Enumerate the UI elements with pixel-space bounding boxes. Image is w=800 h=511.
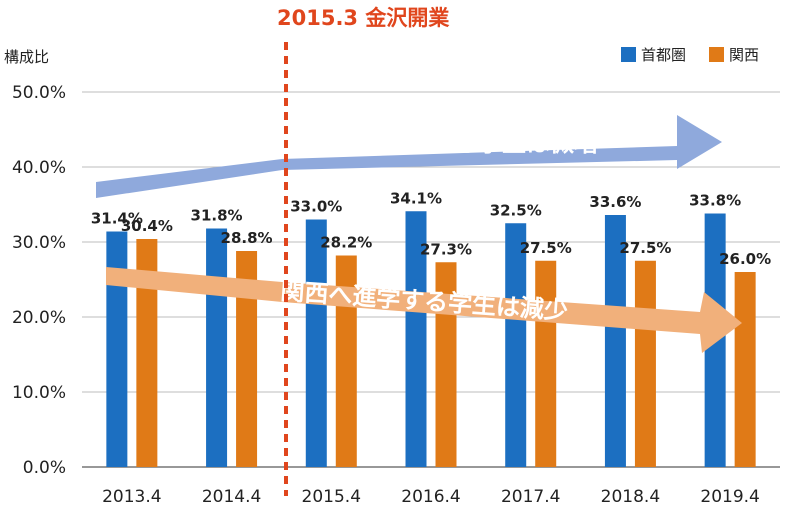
x-tick-label: 2013.4 [102, 487, 161, 507]
y-tick-label: 20.0% [12, 308, 66, 328]
capital-trend-arrow [96, 115, 722, 198]
bar-kansai [236, 251, 258, 467]
data-label-capital: 31.4% [91, 210, 143, 228]
data-label-capital: 32.5% [490, 201, 542, 219]
y-tick-label: 50.0% [12, 83, 66, 103]
x-tick-label: 2016.4 [401, 487, 460, 507]
bar-capital [206, 228, 228, 467]
bar-capital [505, 223, 527, 467]
legend-swatch-capital [621, 47, 636, 62]
legend: 首都圏 関西 [621, 46, 759, 64]
data-label-kansai: 27.5% [619, 239, 671, 257]
y-axis-label: 構成比 [4, 48, 49, 66]
x-tick-label: 2017.4 [501, 487, 560, 507]
legend-label-capital: 首都圏 [641, 46, 686, 64]
bar-capital [405, 211, 427, 467]
data-label-kansai: 30.4% [121, 217, 173, 235]
legend-label-kansai: 関西 [729, 46, 759, 64]
event-label: 2015.3 金沢開業 [277, 6, 450, 30]
bar-kansai [634, 260, 656, 467]
bar-kansai [136, 239, 158, 467]
legend-swatch-kansai [709, 47, 724, 62]
y-tick-label: 0.0% [23, 458, 66, 478]
data-label-capital: 33.8% [689, 192, 741, 210]
x-tick-label: 2015.4 [302, 487, 361, 507]
bar-capital [305, 219, 327, 467]
bar-kansai [335, 255, 357, 467]
bar-capital [106, 231, 128, 467]
kansai-trend-arrow [106, 267, 742, 353]
bar-kansai [535, 260, 557, 467]
x-tick-label: 2019.4 [700, 487, 759, 507]
data-label-capital: 34.1% [390, 189, 442, 207]
bar-capital [604, 215, 626, 467]
x-tick-label: 2018.4 [601, 487, 660, 507]
y-tick-label: 40.0% [12, 158, 66, 178]
data-label-capital: 33.6% [589, 193, 641, 211]
data-label-kansai: 28.2% [320, 234, 372, 252]
capital-arrow-text: 首都圏へ進学する学生は微増 [286, 129, 598, 157]
data-label-kansai: 27.5% [520, 239, 572, 257]
data-label-kansai: 28.8% [221, 229, 273, 247]
data-label-kansai: 27.3% [420, 240, 472, 258]
y-tick-label: 30.0% [12, 233, 66, 253]
data-label-kansai: 26.0% [719, 250, 771, 268]
x-tick-label: 2014.4 [202, 487, 261, 507]
bar-kansai [734, 272, 756, 467]
y-tick-label: 10.0% [12, 383, 66, 403]
data-label-capital: 33.0% [290, 198, 342, 216]
data-label-capital: 31.8% [191, 207, 243, 225]
